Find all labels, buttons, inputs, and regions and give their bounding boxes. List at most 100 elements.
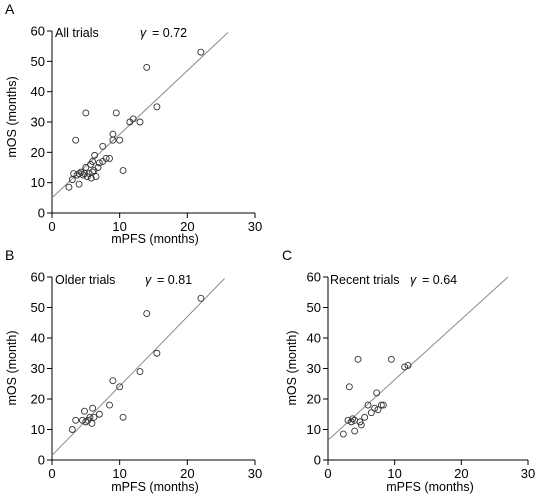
y-tick-label: 40 [31, 84, 45, 99]
data-point [78, 416, 86, 424]
annotation-label: Recent trials [330, 273, 399, 287]
panel-label: B [5, 247, 14, 263]
data-point [86, 413, 94, 421]
data-point [404, 362, 412, 369]
data-point [89, 168, 97, 176]
data-point [361, 413, 369, 421]
data-point [347, 418, 355, 426]
y-tick-label: 0 [314, 453, 321, 468]
panel-label: A [5, 1, 15, 17]
x-tick-label: 30 [248, 466, 262, 481]
x-axis-title: mPFS (months) [111, 480, 199, 494]
y-tick-label: 30 [31, 361, 45, 376]
y-tick-label: 0 [38, 453, 45, 468]
y-tick-label: 50 [307, 300, 321, 315]
data-point [197, 294, 205, 302]
data-point [377, 401, 385, 409]
x-tick-label: 30 [521, 466, 535, 481]
scatter-panel-recent-trials: C Recent trials γ = 0.64 mPFS (months) m… [282, 247, 535, 494]
data-point [153, 349, 161, 357]
data-point [119, 413, 127, 421]
data-point [401, 363, 409, 371]
data-point [81, 407, 88, 415]
x-tick-label: 20 [180, 466, 194, 481]
annotation-label: Older trials [55, 273, 115, 287]
x-tick-label: 10 [387, 466, 401, 481]
data-point [339, 430, 347, 438]
data-point [72, 136, 80, 144]
y-tick-label: 10 [31, 175, 45, 190]
y-tick-label: 0 [38, 206, 45, 221]
y-axis-title: mOS (months) [5, 76, 19, 157]
y-tick-label: 10 [307, 422, 321, 437]
data-point [95, 159, 103, 167]
data-point [92, 173, 100, 181]
y-tick-label: 20 [307, 392, 321, 407]
data-point [356, 418, 364, 426]
data-point [364, 401, 372, 409]
y-tick-label: 40 [31, 331, 45, 346]
x-tick-label: 20 [454, 466, 468, 481]
y-tick-label: 30 [31, 115, 45, 130]
annotation-value: = 0.64 [422, 273, 457, 287]
data-point [82, 109, 90, 117]
data-point [367, 409, 375, 417]
y-axis-title: mOS (month) [5, 330, 19, 405]
data-point [85, 170, 93, 178]
data-point [106, 401, 113, 409]
data-point [72, 416, 80, 424]
data-point [102, 154, 110, 162]
data-point [89, 404, 97, 412]
data-point [387, 355, 395, 363]
y-tick-label: 60 [31, 24, 45, 39]
data-point [91, 151, 99, 159]
data-point [345, 383, 353, 391]
data-point [136, 368, 144, 375]
x-axis-title: mPFS (months) [386, 480, 474, 494]
gamma-symbol: γ [410, 273, 417, 287]
x-tick-label: 30 [248, 219, 262, 234]
data-point [112, 109, 120, 117]
data-point [349, 415, 357, 423]
data-point [119, 167, 127, 174]
y-axis-title: mOS (month) [285, 330, 299, 405]
data-point [143, 63, 151, 71]
y-tick-label: 30 [307, 361, 321, 376]
data-point [106, 154, 113, 162]
y-tick-label: 10 [31, 422, 45, 437]
data-point [89, 157, 97, 165]
y-tick-label: 40 [307, 331, 321, 346]
y-tick-label: 60 [307, 270, 321, 285]
data-point [95, 410, 103, 418]
data-point [75, 170, 83, 178]
regression-line [51, 278, 225, 456]
x-axis-title: mPFS (months) [111, 232, 199, 246]
data-point [82, 164, 90, 171]
data-point [99, 142, 107, 150]
data-point [75, 180, 83, 188]
data-point [357, 421, 365, 429]
data-point [153, 103, 161, 111]
x-tick-label: 10 [112, 219, 126, 234]
data-point [94, 164, 102, 171]
regression-line [51, 32, 229, 199]
gamma-symbol: γ [145, 273, 152, 287]
data-point [143, 310, 151, 318]
annotation-value: = 0.72 [152, 26, 187, 40]
data-point [70, 170, 78, 178]
data-point [136, 118, 144, 126]
x-tick-label: 0 [324, 466, 331, 481]
data-point [354, 355, 362, 363]
y-tick-label: 50 [31, 54, 45, 69]
data-point [371, 404, 379, 412]
y-tick-label: 20 [31, 145, 45, 160]
data-point [68, 426, 76, 433]
data-point [109, 377, 117, 385]
data-point [197, 48, 205, 56]
panel-label: C [282, 247, 292, 263]
data-point [129, 115, 137, 123]
data-point [90, 413, 98, 421]
regression-line [327, 276, 509, 441]
